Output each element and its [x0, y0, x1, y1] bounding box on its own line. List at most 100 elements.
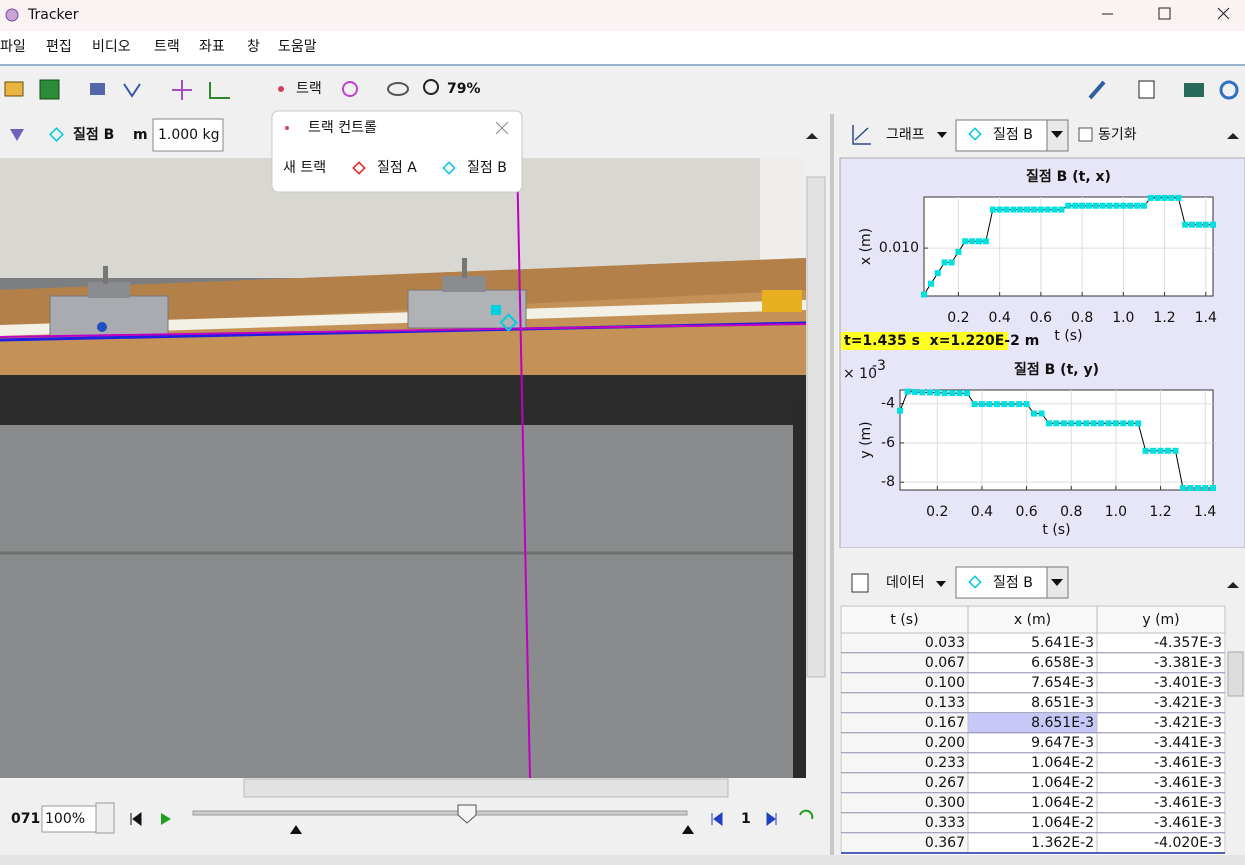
maximize-button[interactable]: [1158, 7, 1171, 20]
cell-text[interactable]: 6.658E-3: [1031, 655, 1094, 671]
cell-text[interactable]: 0.167: [925, 715, 965, 731]
menu-item[interactable]: 트랙: [154, 39, 180, 55]
axes-icon[interactable]: [172, 80, 192, 100]
cell-text[interactable]: 0.067: [925, 655, 965, 671]
dropdown-arrow[interactable]: [937, 132, 947, 138]
cell-text[interactable]: 8.651E-3: [1031, 695, 1094, 711]
menu-item[interactable]: 편집: [46, 39, 72, 55]
clip-icon[interactable]: [90, 83, 105, 95]
cell-text[interactable]: -3.461E-3: [1154, 775, 1222, 791]
zoom-icon[interactable]: [423, 79, 439, 95]
play-button[interactable]: [161, 813, 171, 825]
cell-text[interactable]: -4.357E-3: [1154, 635, 1222, 651]
point-marker[interactable]: [491, 305, 501, 315]
collapse-arrow[interactable]: [1227, 133, 1239, 139]
data-label[interactable]: 데이터: [886, 575, 925, 591]
cell-text[interactable]: -3.381E-3: [1154, 655, 1222, 671]
cell-text[interactable]: -3.421E-3: [1154, 695, 1222, 711]
refresh-icon[interactable]: [1219, 80, 1239, 100]
tape-icon[interactable]: [209, 82, 230, 99]
rate-field[interactable]: [41, 805, 97, 833]
menu-item[interactable]: 파일: [0, 39, 26, 55]
cell-text[interactable]: 0.333: [925, 815, 965, 831]
menu-item[interactable]: 도움말: [278, 39, 317, 55]
cell-text[interactable]: 0.133: [925, 695, 965, 711]
popup-close[interactable]: [495, 121, 509, 135]
column-header-text[interactable]: t (s): [890, 612, 918, 628]
cell-text[interactable]: 0.300: [925, 795, 965, 811]
cell-text[interactable]: 0.033: [925, 635, 965, 651]
new-track[interactable]: 새 트랙: [283, 160, 326, 176]
dropdown-arrow[interactable]: [1051, 579, 1063, 586]
close-button[interactable]: [1217, 7, 1230, 20]
cell-text[interactable]: 0.367: [925, 835, 965, 851]
cell-text[interactable]: 0.267: [925, 775, 965, 791]
cell-text[interactable]: 1.064E-2: [1031, 775, 1094, 791]
cell-text[interactable]: 5.641E-3: [1031, 635, 1094, 651]
sync-label[interactable]: 동기화: [1098, 127, 1137, 143]
collapse-arrow[interactable]: [806, 133, 818, 139]
cell-text[interactable]: -3.441E-3: [1154, 735, 1222, 751]
rate-spinner[interactable]: [95, 802, 115, 834]
sync-checkbox[interactable]: [1078, 127, 1093, 142]
track-name[interactable]: 질점 B: [73, 126, 114, 143]
splitter[interactable]: [838, 548, 1245, 562]
dropdown-arrow[interactable]: [936, 581, 946, 587]
cell-text[interactable]: 8.651E-3: [1031, 715, 1094, 731]
track-item[interactable]: 질점 A: [377, 160, 417, 176]
cell-text[interactable]: -3.401E-3: [1154, 675, 1222, 691]
data-track[interactable]: 질점 B: [993, 575, 1033, 591]
track-icon[interactable]: [278, 86, 284, 92]
cell-text[interactable]: -3.421E-3: [1154, 715, 1222, 731]
loop-button[interactable]: [799, 809, 814, 820]
graph-label[interactable]: 그래프: [886, 127, 925, 143]
track-menu-icon[interactable]: [10, 129, 24, 141]
save-icon[interactable]: [39, 79, 60, 100]
slider-track[interactable]: [192, 810, 688, 816]
visibility-icon[interactable]: [387, 82, 409, 96]
reset-button[interactable]: [130, 812, 142, 826]
cell-text[interactable]: 1.064E-2: [1031, 755, 1094, 771]
menu-item[interactable]: 창: [247, 39, 260, 55]
memory-icon[interactable]: [1184, 83, 1204, 97]
collapse-arrow[interactable]: [1227, 582, 1239, 588]
cell-text[interactable]: -4.020E-3: [1154, 835, 1222, 851]
notes-icon[interactable]: [1138, 80, 1155, 99]
column-header-text[interactable]: x (m): [1014, 612, 1051, 628]
h-scroll-thumb[interactable]: [243, 778, 729, 798]
column-header-text[interactable]: y (m): [1142, 612, 1179, 628]
track-item[interactable]: 질점 B: [467, 160, 507, 176]
point-b[interactable]: [499, 313, 518, 332]
zoom-level[interactable]: 79%: [447, 81, 481, 97]
cell-text[interactable]: 0.100: [925, 675, 965, 691]
cell-text[interactable]: 7.654E-3: [1031, 675, 1094, 691]
menu-item[interactable]: 좌표: [199, 39, 225, 55]
cell-text[interactable]: 0.233: [925, 755, 965, 771]
cell-text[interactable]: 9.647E-3: [1031, 735, 1094, 751]
open-icon[interactable]: [4, 81, 24, 97]
v-scroll-thumb[interactable]: [806, 176, 826, 678]
cell-text[interactable]: 0.200: [925, 735, 965, 751]
cell-text[interactable]: 1.064E-2: [1031, 795, 1094, 811]
dropdown-arrow[interactable]: [1051, 131, 1063, 138]
graph-track[interactable]: 질점 B: [993, 127, 1033, 143]
cell-text[interactable]: -3.461E-3: [1154, 815, 1222, 831]
step-forward[interactable]: [766, 812, 777, 826]
playback-rate[interactable]: 100%: [45, 811, 85, 827]
table-scroll-thumb[interactable]: [1227, 651, 1244, 697]
column-header[interactable]: [1096, 605, 1226, 634]
pencil-icon[interactable]: [1088, 80, 1106, 100]
mass-value[interactable]: 1.000 kg: [158, 127, 220, 143]
cell-text[interactable]: 1.362E-2: [1031, 835, 1094, 851]
autotracker-icon[interactable]: [342, 81, 358, 97]
cell-text[interactable]: -3.461E-3: [1154, 795, 1222, 811]
slider-thumb[interactable]: [457, 804, 477, 824]
mass-field[interactable]: [152, 118, 224, 152]
menu-item[interactable]: 비디오: [92, 39, 131, 55]
step-size[interactable]: 1: [741, 811, 751, 827]
step-back[interactable]: [711, 812, 723, 826]
track-button[interactable]: 트랙: [296, 81, 322, 97]
calibration-icon[interactable]: [123, 83, 141, 98]
cell-text[interactable]: -3.461E-3: [1154, 755, 1222, 771]
cell-text[interactable]: 1.064E-2: [1031, 815, 1094, 831]
